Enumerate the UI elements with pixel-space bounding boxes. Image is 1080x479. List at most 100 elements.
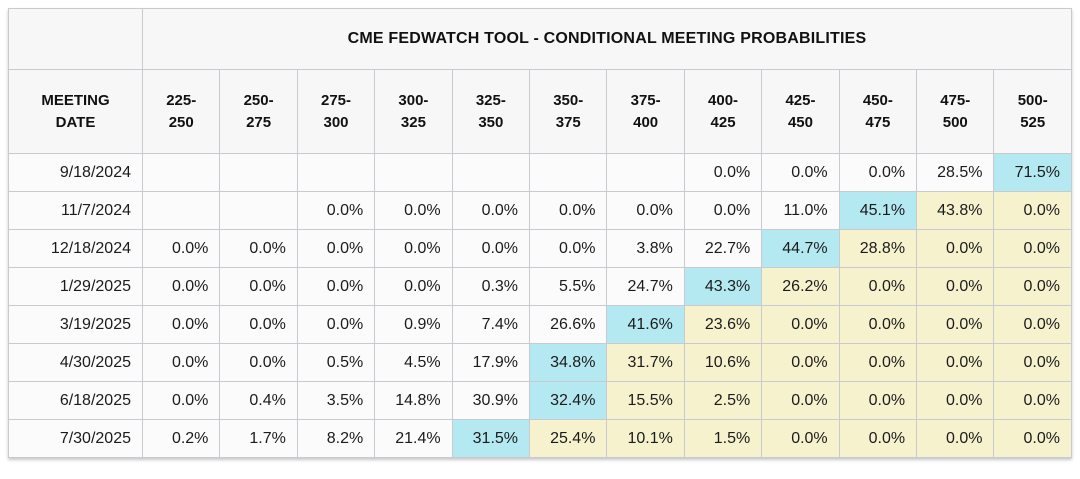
probability-cell: 14.8% [374,381,453,420]
probability-cell: 0.0% [916,343,995,382]
probability-cell: 8.2% [296,419,376,458]
probability-cell: 7.4% [451,305,531,344]
probability-cell [606,153,685,192]
probability-cell: 0.5% [296,343,376,382]
meeting-date-cell: 4/30/2025 [8,343,143,382]
probability-cell: 31.5% [451,419,531,458]
meeting-date-cell: 3/19/2025 [8,305,143,344]
probability-cell: 0.0% [141,267,221,306]
fedwatch-probability-table: CME FEDWATCH TOOL - CONDITIONAL MEETING … [8,8,1072,458]
rate-range-header: 450- 475 [838,69,918,154]
probability-cell: 0.0% [993,267,1072,306]
column-header-row: MEETING DATE 225- 250 250- 275 275- 300 … [8,69,1072,154]
probability-cell: 28.8% [838,229,918,268]
probability-cell: 23.6% [683,305,763,344]
probability-cell: 1.7% [219,419,298,458]
probability-cell: 0.0% [761,419,840,458]
meeting-date-header: MEETING DATE [8,69,143,154]
rate-range-header: 400- 425 [683,69,763,154]
probability-cell: 0.0% [838,267,918,306]
probability-cell [219,191,298,230]
probability-cell: 22.7% [683,229,763,268]
probability-cell: 0.0% [838,153,918,192]
probability-cell: 0.0% [761,305,840,344]
probability-cell [141,153,221,192]
probability-cell: 0.0% [606,191,685,230]
probability-cell [529,153,608,192]
rate-range-header: 500- 525 [993,69,1072,154]
probability-cell: 0.4% [219,381,298,420]
probability-cell: 0.0% [761,343,840,382]
probability-cell: 0.0% [141,381,221,420]
probability-cell: 0.0% [219,305,298,344]
probability-cell: 0.0% [529,191,608,230]
probability-cell [296,153,376,192]
probability-cell: 0.0% [761,153,840,192]
rate-range-header: 425- 450 [761,69,840,154]
probability-cell: 0.0% [141,229,221,268]
probability-cell: 0.0% [683,191,763,230]
rate-range-header: 275- 300 [296,69,376,154]
probability-cell: 0.0% [916,419,995,458]
probability-cell: 2.5% [683,381,763,420]
meeting-date-cell: 7/30/2025 [8,419,143,458]
probability-cell: 0.0% [916,267,995,306]
probability-cell: 0.0% [838,305,918,344]
probability-cell: 26.2% [761,267,840,306]
table-title: CME FEDWATCH TOOL - CONDITIONAL MEETING … [142,8,1072,70]
meeting-date-cell: 11/7/2024 [8,191,143,230]
probability-cell: 1.5% [683,419,763,458]
probability-cell: 21.4% [374,419,453,458]
probability-cell: 0.0% [141,305,221,344]
probability-cell: 0.0% [838,419,918,458]
probability-cell: 44.7% [761,229,840,268]
probability-cell: 41.6% [606,305,685,344]
table-row: 6/18/2025 0.0% 0.4% 3.5% 14.8% 30.9% 32.4% 15.5… [8,381,1072,420]
table-row: 9/18/2024 0.0% 0.0% 0.0% 28.5% 71.5% [8,153,1072,192]
probability-cell [141,191,221,230]
probability-cell: 71.5% [993,153,1072,192]
probability-cell: 0.2% [141,419,221,458]
table-row: 11/7/2024 0.0% 0.0% 0.0% 0.0% 0.0% 0.0% 11.0% 45… [8,191,1072,230]
probability-cell: 10.6% [683,343,763,382]
probability-cell: 0.0% [993,305,1072,344]
probability-cell: 34.8% [529,343,608,382]
probability-cell: 0.0% [683,153,763,192]
probability-cell [451,153,531,192]
probability-cell: 0.0% [993,229,1072,268]
probability-cell: 0.0% [761,381,840,420]
probability-cell: 0.0% [296,267,376,306]
probability-cell: 0.0% [838,381,918,420]
probability-cell: 0.0% [916,381,995,420]
probability-cell: 0.9% [374,305,453,344]
table-row: 4/30/2025 0.0% 0.0% 0.5% 4.5% 17.9% 34.8% 31.7%… [8,343,1072,382]
meeting-date-cell: 6/18/2025 [8,381,143,420]
probability-cell: 3.8% [606,229,685,268]
probability-cell [219,153,298,192]
probability-cell: 0.0% [219,267,298,306]
probability-cell: 0.0% [916,305,995,344]
probability-cell: 0.0% [296,305,376,344]
rate-range-header: 350- 375 [529,69,608,154]
probability-cell: 0.0% [141,343,221,382]
probability-cell: 45.1% [838,191,918,230]
probability-cell: 0.0% [451,229,531,268]
probability-cell: 15.5% [606,381,685,420]
probability-cell [374,153,453,192]
probability-cell: 26.6% [529,305,608,344]
table-row: 3/19/2025 0.0% 0.0% 0.0% 0.9% 7.4% 26.6% 41.6% 2… [8,305,1072,344]
probability-cell: 0.0% [838,343,918,382]
meeting-date-cell: 9/18/2024 [8,153,143,192]
table-row: 12/18/2024 0.0% 0.0% 0.0% 0.0% 0.0% 0.0% 3.8% 22… [8,229,1072,268]
probability-cell: 25.4% [529,419,608,458]
probability-cell: 43.3% [683,267,763,306]
probability-cell: 43.8% [916,191,995,230]
probability-cell: 0.0% [529,229,608,268]
probability-cell: 5.5% [529,267,608,306]
table-body: 9/18/2024 0.0% 0.0% 0.0% 28.5% 71.5% 11/7/2024… [8,153,1072,458]
probability-cell: 0.0% [374,267,453,306]
probability-cell: 0.0% [374,191,453,230]
rate-range-header: 300- 325 [374,69,453,154]
probability-cell: 0.0% [219,229,298,268]
